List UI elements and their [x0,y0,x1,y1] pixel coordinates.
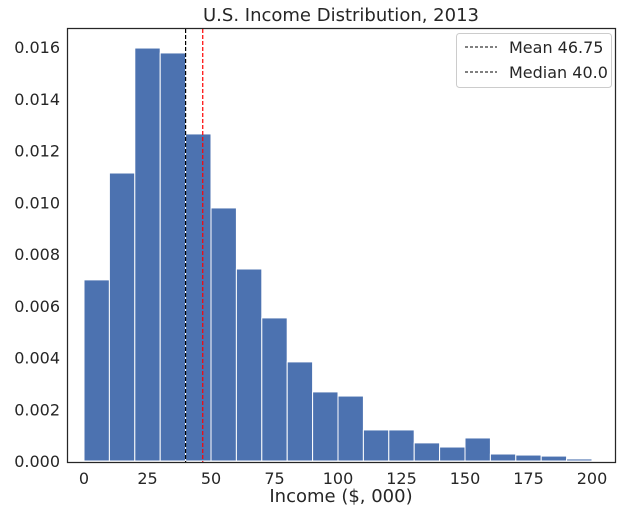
legend-mean-label: Mean 46.75 [509,38,603,57]
histogram-bar [337,395,364,462]
y-tick-label: 0.000 [14,452,60,471]
histogram-bar [185,133,212,462]
x-tick-label: 175 [513,469,544,488]
histogram-bar [261,317,288,462]
histogram-bar [566,458,593,462]
histogram-bar [312,391,339,462]
legend: Mean 46.75 Median 40.0 [456,33,612,88]
histogram-bar [362,429,390,462]
y-tick-label: 0.014 [14,90,60,109]
x-tick-label: 0 [79,469,89,488]
histogram-bar [108,172,136,462]
y-tick-label: 0.006 [14,297,60,316]
x-tick-label: 75 [264,469,284,488]
histogram-bar [83,279,110,462]
x-tick-label: 25 [137,469,157,488]
histogram-bar [286,361,314,462]
histogram-bar [413,442,441,462]
y-tick-label: 0.012 [14,142,60,161]
histogram-bar [489,453,517,462]
chart-title: U.S. Income Distribution, 2013 [203,5,479,26]
y-tick-label: 0.010 [14,193,60,212]
histogram-bar [540,455,568,462]
y-tick-label: 0.002 [14,400,60,419]
histogram-bar [134,47,161,462]
y-tick-label: 0.016 [14,38,60,57]
x-tick-label: 125 [386,469,417,488]
histogram-bar [515,454,542,462]
x-tick-label: 100 [323,469,354,488]
histogram-bar [388,429,415,462]
y-tick-label: 0.004 [14,349,60,368]
histogram-bar [235,268,263,462]
histogram-bar [439,446,466,462]
x-tick-label: 200 [577,469,608,488]
histogram-bar [464,437,491,462]
x-axis-label: Income ($, 000) [269,486,412,507]
histogram-bar [210,207,237,462]
y-tick-label: 0.008 [14,245,60,264]
histogram-bar [159,52,187,462]
plot-frame [66,27,617,464]
x-tick-label: 150 [450,469,481,488]
legend-median-label: Median 40.0 [509,63,608,82]
x-tick-label: 50 [201,469,221,488]
